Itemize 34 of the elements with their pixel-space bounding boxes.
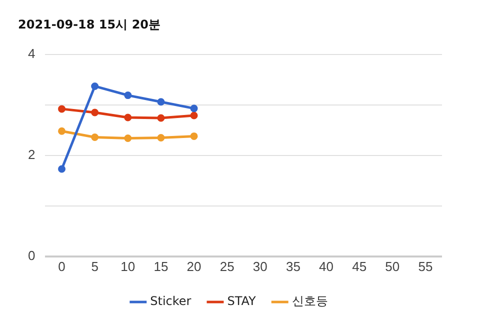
- x-tick-label: 0: [58, 258, 66, 274]
- point: [124, 134, 132, 142]
- y-tick-label: 4: [28, 46, 36, 61]
- x-tick-label: 15: [154, 258, 168, 274]
- point: [58, 127, 66, 135]
- point: [157, 98, 165, 106]
- point: [91, 82, 99, 90]
- y-tick-label: 2: [28, 146, 36, 162]
- point: [124, 114, 132, 122]
- x-tick-label: 10: [120, 258, 136, 274]
- x-tick-label: 55: [418, 258, 433, 274]
- legend-label: 신호등: [292, 294, 328, 308]
- legend-label: Sticker: [150, 294, 192, 308]
- point: [157, 134, 165, 142]
- point: [190, 132, 198, 140]
- x-tick-label: 20: [186, 258, 202, 274]
- point: [91, 133, 99, 141]
- y-tick-label: 0: [28, 248, 36, 263]
- x-tick-label: 40: [319, 258, 334, 274]
- point: [124, 92, 132, 100]
- x-tick-label: 50: [385, 258, 400, 274]
- x-tick-label: 25: [220, 258, 234, 274]
- point: [157, 114, 165, 122]
- point: [190, 112, 198, 120]
- x-tick-label: 30: [252, 258, 268, 274]
- point: [58, 105, 66, 113]
- point: [190, 104, 198, 112]
- chart-title: 2021-09-18 15시 20분: [18, 17, 161, 32]
- point: [58, 165, 66, 173]
- x-tick-label: 5: [91, 258, 98, 274]
- x-tick-label: 45: [352, 258, 367, 274]
- legend-label: STAY: [227, 294, 257, 308]
- x-tick-label: 35: [286, 258, 300, 274]
- point: [91, 108, 99, 116]
